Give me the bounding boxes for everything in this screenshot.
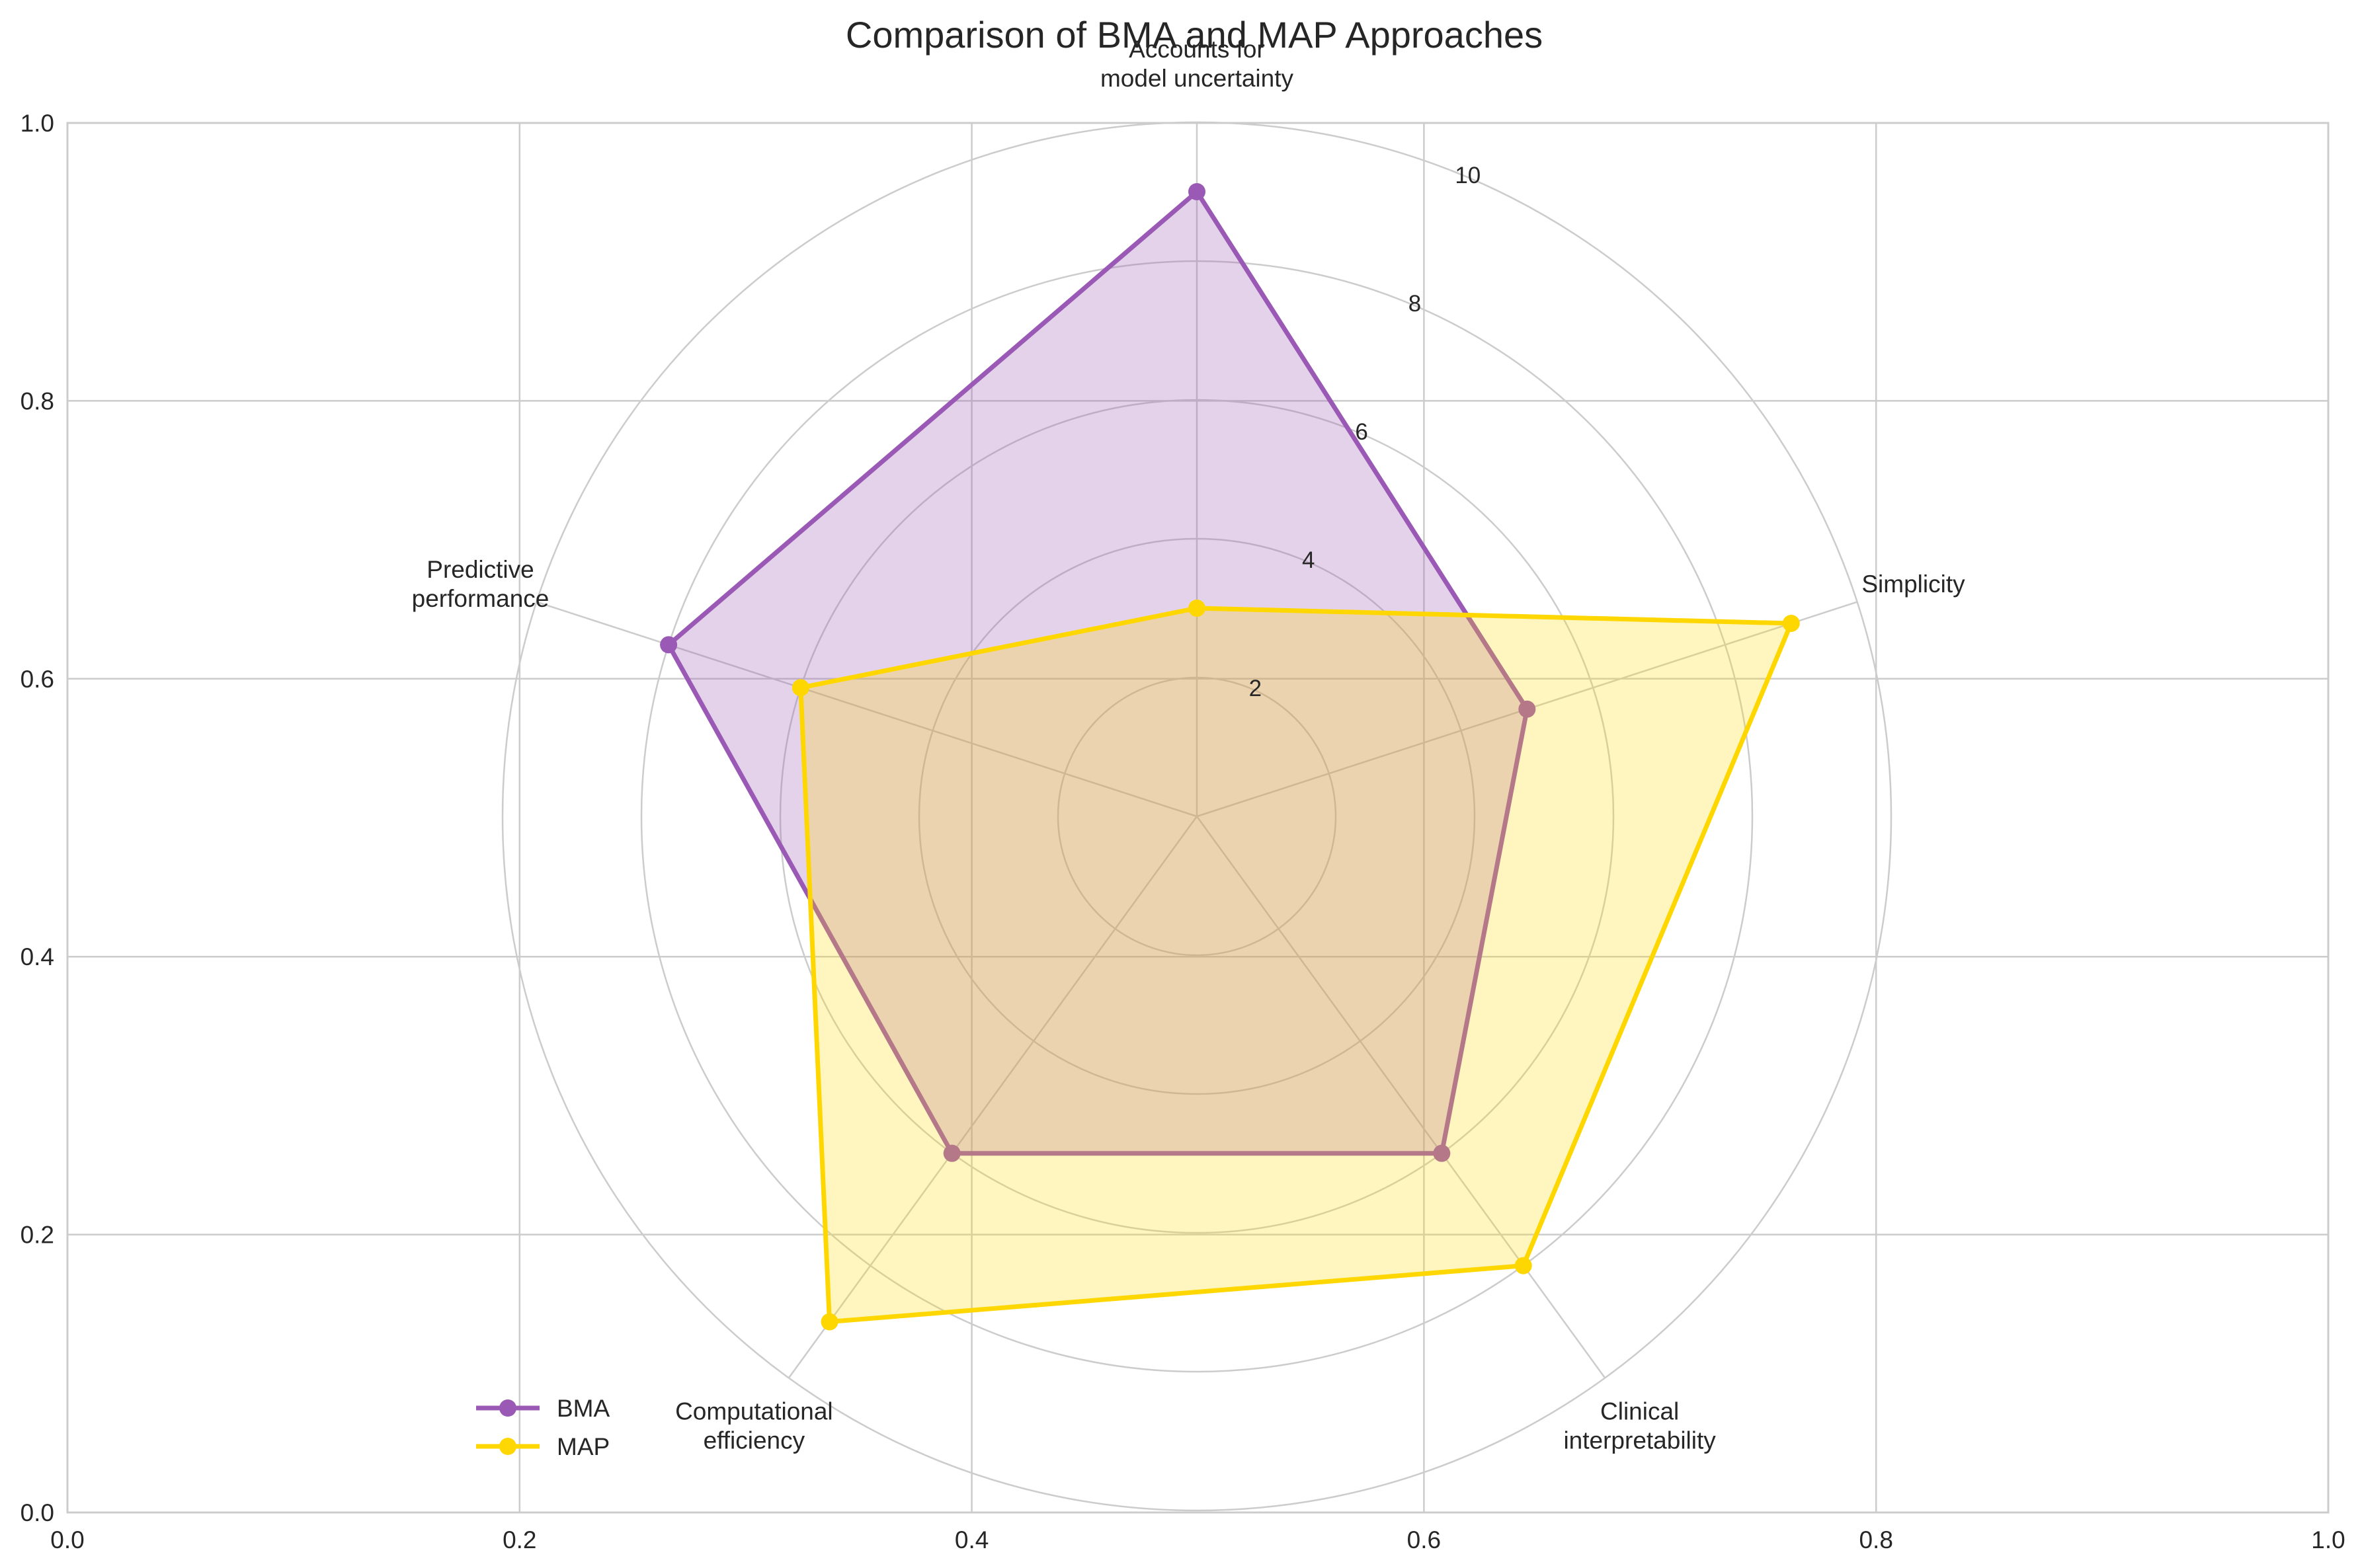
data-point xyxy=(1518,700,1536,718)
category-label: Accounts for model uncertainty xyxy=(1100,36,1294,92)
y-tick-label: 0.0 xyxy=(20,1499,54,1526)
data-point xyxy=(1188,600,1205,617)
category-label-line: Predictive xyxy=(427,556,534,583)
legend-item-bma: BMA xyxy=(476,1395,610,1422)
data-point xyxy=(1782,614,1800,632)
radial-tick-label: 10 xyxy=(1455,163,1481,188)
category-label-line: model uncertainty xyxy=(1100,65,1294,92)
data-point xyxy=(1188,183,1205,200)
legend-item-map: MAP xyxy=(476,1433,610,1460)
category-label-line: interpretability xyxy=(1563,1427,1716,1454)
legend: BMA MAP xyxy=(476,1395,610,1460)
legend-label: MAP xyxy=(557,1433,610,1460)
data-point xyxy=(1433,1144,1451,1162)
radial-tick-label: 2 xyxy=(1249,676,1262,701)
data-point xyxy=(792,679,809,697)
legend-marker xyxy=(499,1399,516,1417)
data-point xyxy=(1514,1257,1532,1274)
x-tick-label: 0.0 xyxy=(50,1526,84,1553)
legend-marker xyxy=(499,1438,516,1455)
category-label: Simplicity xyxy=(1861,570,1965,598)
data-point xyxy=(821,1313,838,1331)
chart-title: Comparison of BMA and MAP Approaches xyxy=(846,14,1543,56)
x-tick-label: 0.2 xyxy=(503,1526,536,1553)
data-point xyxy=(943,1144,961,1162)
radial-tick-labels: 2 4 6 8 10 xyxy=(1249,163,1481,701)
category-label: Clinical interpretability xyxy=(1563,1398,1716,1454)
spoke-line xyxy=(536,601,1198,818)
category-labels: Accounts for model uncertainty Simplicity C… xyxy=(412,36,1965,1454)
y-tick-label: 0.8 xyxy=(20,387,54,414)
category-label: Predictive performance xyxy=(412,556,549,612)
category-label-line: Clinical xyxy=(1600,1398,1679,1425)
data-point xyxy=(660,636,678,654)
series-line xyxy=(798,606,1794,1324)
category-label-line: Computational xyxy=(675,1398,833,1425)
radar-grid xyxy=(501,121,1892,1512)
category-label-line: Simplicity xyxy=(1861,570,1965,598)
series-line xyxy=(666,189,1529,1156)
legend-label: BMA xyxy=(557,1395,610,1422)
radar-series xyxy=(660,183,1800,1331)
spoke-line xyxy=(788,816,1198,1379)
series-map xyxy=(792,600,1800,1331)
series-bma xyxy=(660,183,1536,1162)
category-label: Computational efficiency xyxy=(675,1398,833,1454)
y-tick-label: 0.6 xyxy=(20,666,54,693)
category-label-line: performance xyxy=(412,585,549,612)
category-label-line: Accounts for xyxy=(1129,36,1265,63)
radial-tick-label: 6 xyxy=(1355,419,1367,445)
x-tick-label: 0.6 xyxy=(1407,1526,1441,1553)
radial-tick-label: 8 xyxy=(1408,291,1421,317)
x-tick-label: 1.0 xyxy=(2311,1526,2345,1553)
x-tick-label: 0.4 xyxy=(955,1526,989,1553)
y-tick-label: 0.4 xyxy=(20,943,54,970)
category-label-line: efficiency xyxy=(704,1427,805,1454)
spoke-line xyxy=(1196,816,1606,1379)
series-area xyxy=(669,192,1527,1154)
radial-tick-label: 4 xyxy=(1302,547,1315,573)
y-tick-label: 1.0 xyxy=(20,110,54,137)
background-axis-ticks: 0.0 0.2 0.4 0.6 0.8 1.0 0.0 0.2 0.4 0.6 0.8 1.0 xyxy=(20,110,2345,1553)
series-area xyxy=(800,608,1791,1322)
x-tick-label: 0.8 xyxy=(1859,1526,1892,1553)
y-tick-label: 0.2 xyxy=(20,1222,54,1249)
